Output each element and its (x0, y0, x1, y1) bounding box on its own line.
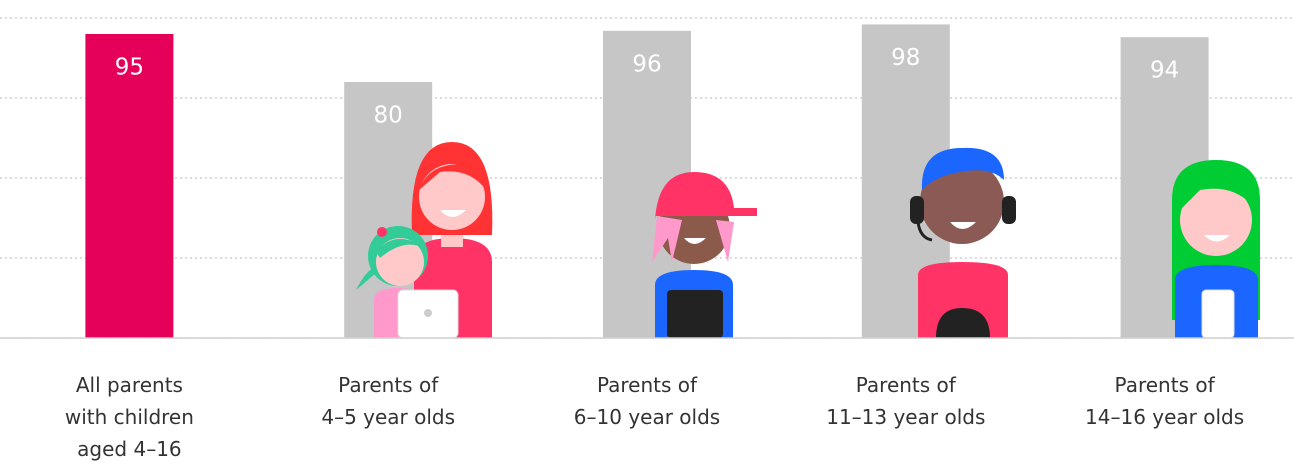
x-tick-label: Parents of 14–16 year olds (1085, 373, 1244, 429)
x-tick-label-line: aged 4–16 (77, 437, 181, 461)
x-tick-label-line: All parents (76, 373, 183, 397)
illustration-boy-headset (910, 147, 1016, 338)
value-label: 96 (632, 51, 661, 77)
x-tick-label-line: Parents of (597, 373, 698, 397)
illustration-girl-green-hair (1172, 160, 1260, 339)
x-tick-label-line: Parents of (856, 373, 957, 397)
x-tick-label-line: with children (65, 405, 194, 429)
illustration-mother-daughter (356, 142, 493, 339)
x-tick-label: Parents of 6–10 year olds (574, 373, 720, 429)
x-tick-label: Parents of 11–13 year olds (826, 373, 985, 429)
x-tick-label-line: 14–16 year olds (1085, 405, 1244, 429)
x-tick-label: All parents with children aged 4–16 (65, 373, 194, 461)
illustrations (356, 142, 1260, 339)
x-tick-label-line: 6–10 year olds (574, 405, 720, 429)
value-label: 95 (115, 55, 144, 81)
value-label: 80 (374, 103, 403, 129)
x-tick-label-line: Parents of (338, 373, 439, 397)
x-tick-label-line: 4–5 year olds (321, 405, 455, 429)
illustration-boy-cap (652, 172, 757, 338)
bar (85, 34, 174, 338)
x-tick-label: Parents of 4–5 year olds (321, 373, 455, 429)
x-tick-label-line: 11–13 year olds (826, 405, 985, 429)
x-tick-label-line: Parents of (1115, 373, 1216, 397)
value-label: 94 (1150, 58, 1179, 84)
value-label: 98 (891, 45, 920, 71)
